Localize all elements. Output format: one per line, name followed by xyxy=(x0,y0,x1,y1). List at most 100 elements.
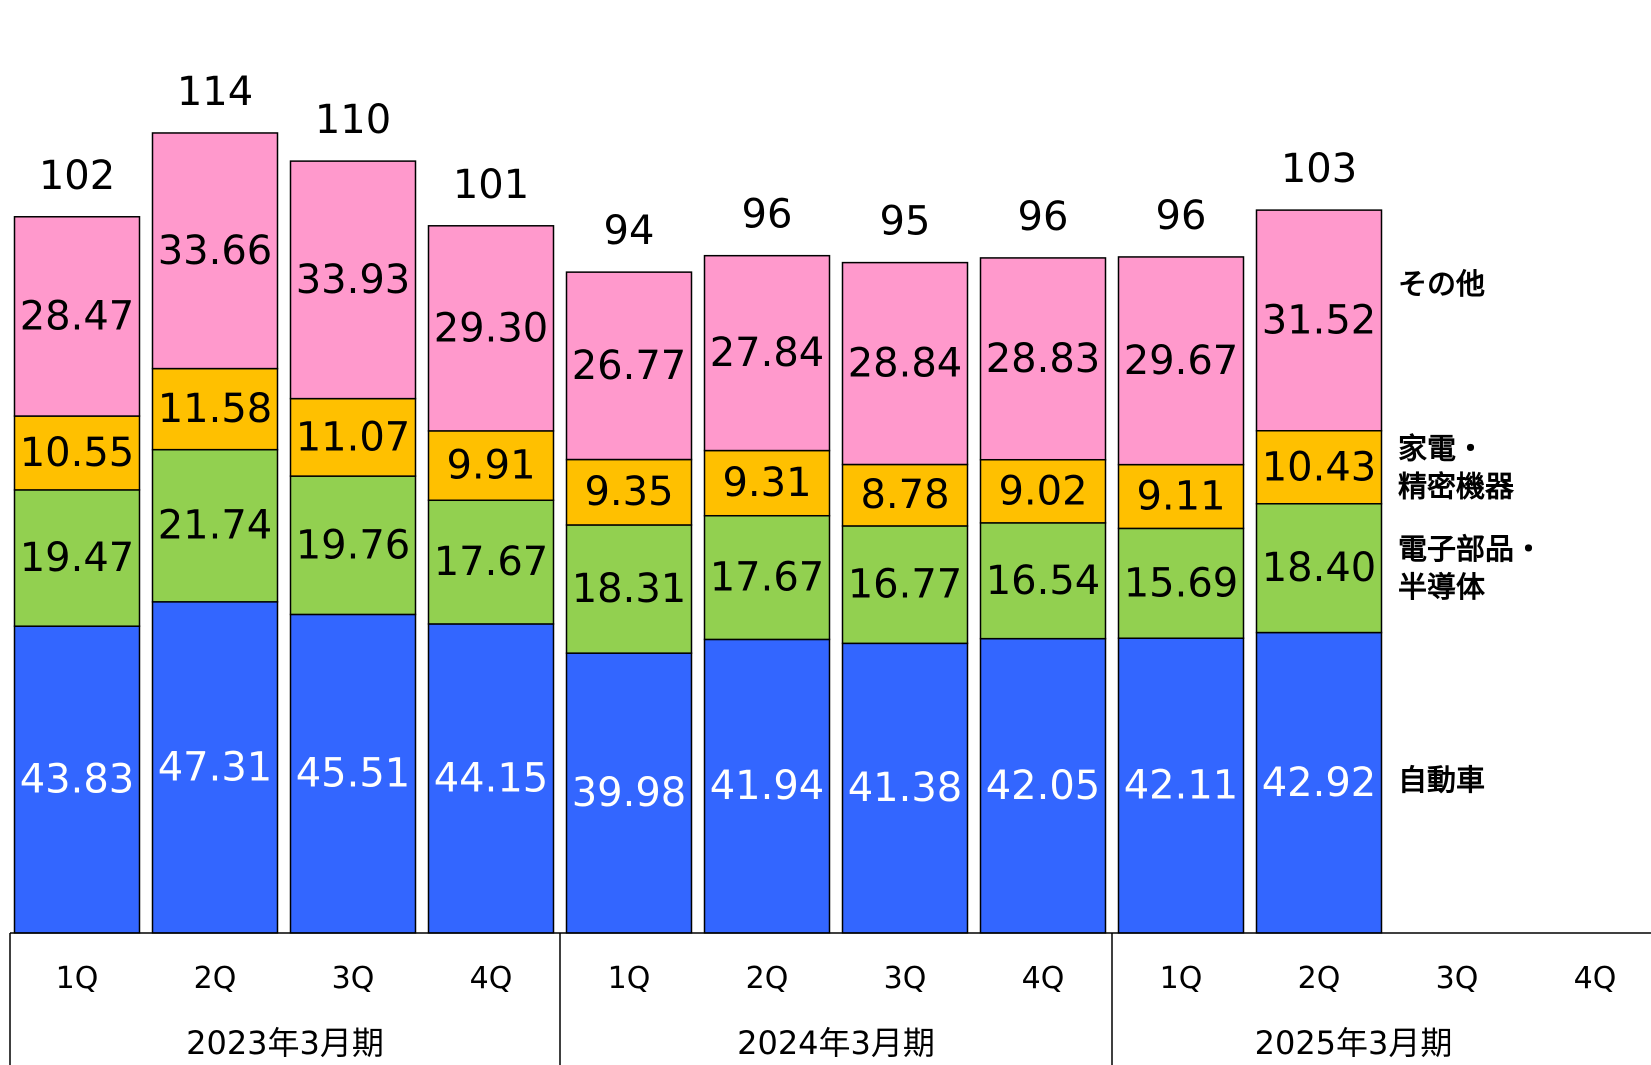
data-label: 21.74 xyxy=(158,503,273,549)
data-label: 33.93 xyxy=(296,257,411,303)
data-label: 9.02 xyxy=(998,468,1087,514)
bar-segment xyxy=(841,463,969,527)
bar-segment xyxy=(151,448,279,603)
data-label: 41.94 xyxy=(710,763,825,809)
total-label: 103 xyxy=(1281,146,1357,192)
total-label: 94 xyxy=(604,208,655,254)
x-tick-label: 1Q xyxy=(608,961,651,996)
data-label: 28.84 xyxy=(848,341,963,387)
bar-segment xyxy=(1255,209,1383,432)
bar-segment xyxy=(151,601,279,934)
bar-segment xyxy=(13,216,141,417)
bar-segment xyxy=(1255,503,1383,634)
legend-entry: その他 xyxy=(1398,267,1485,301)
total-label: 110 xyxy=(315,97,391,143)
x-tick-label: 4Q xyxy=(1574,961,1617,996)
total-label: 101 xyxy=(453,162,529,208)
bar-segment xyxy=(841,642,969,934)
bar-segment xyxy=(1117,637,1245,934)
data-label: 41.38 xyxy=(848,765,963,811)
period-label: 2023年3月期 xyxy=(186,1024,384,1062)
data-label: 9.35 xyxy=(584,469,673,515)
x-tick-label: 1Q xyxy=(1160,961,1203,996)
data-label: 11.07 xyxy=(296,414,411,460)
data-label: 27.84 xyxy=(710,330,825,376)
x-tick-label: 2Q xyxy=(194,961,237,996)
data-label: 18.40 xyxy=(1262,545,1377,591)
x-tick-label: 1Q xyxy=(56,961,99,996)
data-label: 17.67 xyxy=(710,555,825,601)
data-label: 42.05 xyxy=(986,763,1101,809)
data-label: 9.11 xyxy=(1136,474,1225,520)
bar-segment xyxy=(1117,463,1245,530)
legend-entry: 自動車 xyxy=(1398,763,1485,797)
bar-segment xyxy=(289,475,417,616)
x-tick-label: 4Q xyxy=(470,961,513,996)
data-label: 10.43 xyxy=(1262,444,1377,490)
data-label: 44.15 xyxy=(434,755,549,801)
data-label: 19.76 xyxy=(296,522,411,568)
data-label: 17.67 xyxy=(434,539,549,585)
x-tick-label: 3Q xyxy=(332,961,375,996)
bar-segment xyxy=(427,225,555,432)
bar-segment xyxy=(565,652,693,934)
bar-segment xyxy=(151,367,279,451)
bar-segment xyxy=(703,638,831,934)
bars-group: 43.83 19.47 10.55 28.47 47.31 21.74 11.58 33.66… xyxy=(13,132,1383,934)
legend-entry: 家電・精密機器 xyxy=(1398,431,1515,503)
data-label: 11.58 xyxy=(158,386,273,432)
bar-segment xyxy=(979,257,1107,461)
bar-segment xyxy=(427,623,555,934)
bar-segment xyxy=(565,524,693,654)
totals-group: 102 114 110 101 94 96 95 96 96 103 xyxy=(39,69,1357,254)
total-label: 95 xyxy=(880,199,931,245)
data-label: 39.98 xyxy=(572,770,687,816)
x-tick-label: 2Q xyxy=(1298,961,1341,996)
x-tick-label: 3Q xyxy=(1436,961,1479,996)
bar-segment xyxy=(979,522,1107,640)
period-label: 2025年3月期 xyxy=(1255,1024,1453,1062)
data-label: 9.31 xyxy=(722,460,811,506)
bar-segment xyxy=(289,397,417,477)
data-label: 42.11 xyxy=(1124,763,1239,809)
data-label: 47.31 xyxy=(158,744,273,790)
data-label: 29.67 xyxy=(1124,338,1239,384)
data-label: 16.54 xyxy=(986,558,1101,604)
data-label: 45.51 xyxy=(296,751,411,797)
data-label: 43.83 xyxy=(20,757,135,803)
x-tick-label: 4Q xyxy=(1022,961,1065,996)
bar-segment xyxy=(427,430,555,502)
bar-segment xyxy=(703,254,831,452)
total-label: 96 xyxy=(1018,194,1069,240)
bar-segment xyxy=(1117,256,1245,466)
bar-segment xyxy=(13,489,141,627)
bar-segment xyxy=(289,160,417,400)
data-label: 33.66 xyxy=(158,228,273,274)
data-label: 19.47 xyxy=(20,535,135,581)
legend-entry: 電子部品・半導体 xyxy=(1398,532,1543,604)
bar-segment xyxy=(565,458,693,526)
data-label: 28.47 xyxy=(20,293,135,339)
bar-segment xyxy=(841,261,969,466)
bar-segment xyxy=(565,271,693,461)
data-label: 29.30 xyxy=(434,305,549,351)
x-tick-label: 2Q xyxy=(746,961,789,996)
data-label: 9.91 xyxy=(446,443,535,489)
data-label: 15.69 xyxy=(1124,560,1239,606)
x-tick-label: 3Q xyxy=(884,961,927,996)
bar-segment xyxy=(979,637,1107,934)
bar-segment xyxy=(1255,631,1383,934)
period-label: 2024年3月期 xyxy=(737,1024,935,1062)
data-label: 16.77 xyxy=(848,562,963,608)
x-axis: 1Q 2Q 3Q 4Q 1Q 2Q 3Q 4Q 1Q 2Q 3Q 4Q 2023年3月期 2024年3月期… xyxy=(9,932,1651,1065)
total-label: 96 xyxy=(1156,193,1207,239)
data-label: 28.83 xyxy=(986,336,1101,382)
bar-segment xyxy=(703,449,831,517)
bar-segment xyxy=(841,525,969,645)
bar-segment xyxy=(1117,527,1245,639)
data-label: 42.92 xyxy=(1262,760,1377,806)
total-label: 96 xyxy=(742,192,793,238)
data-label: 8.78 xyxy=(860,472,949,518)
